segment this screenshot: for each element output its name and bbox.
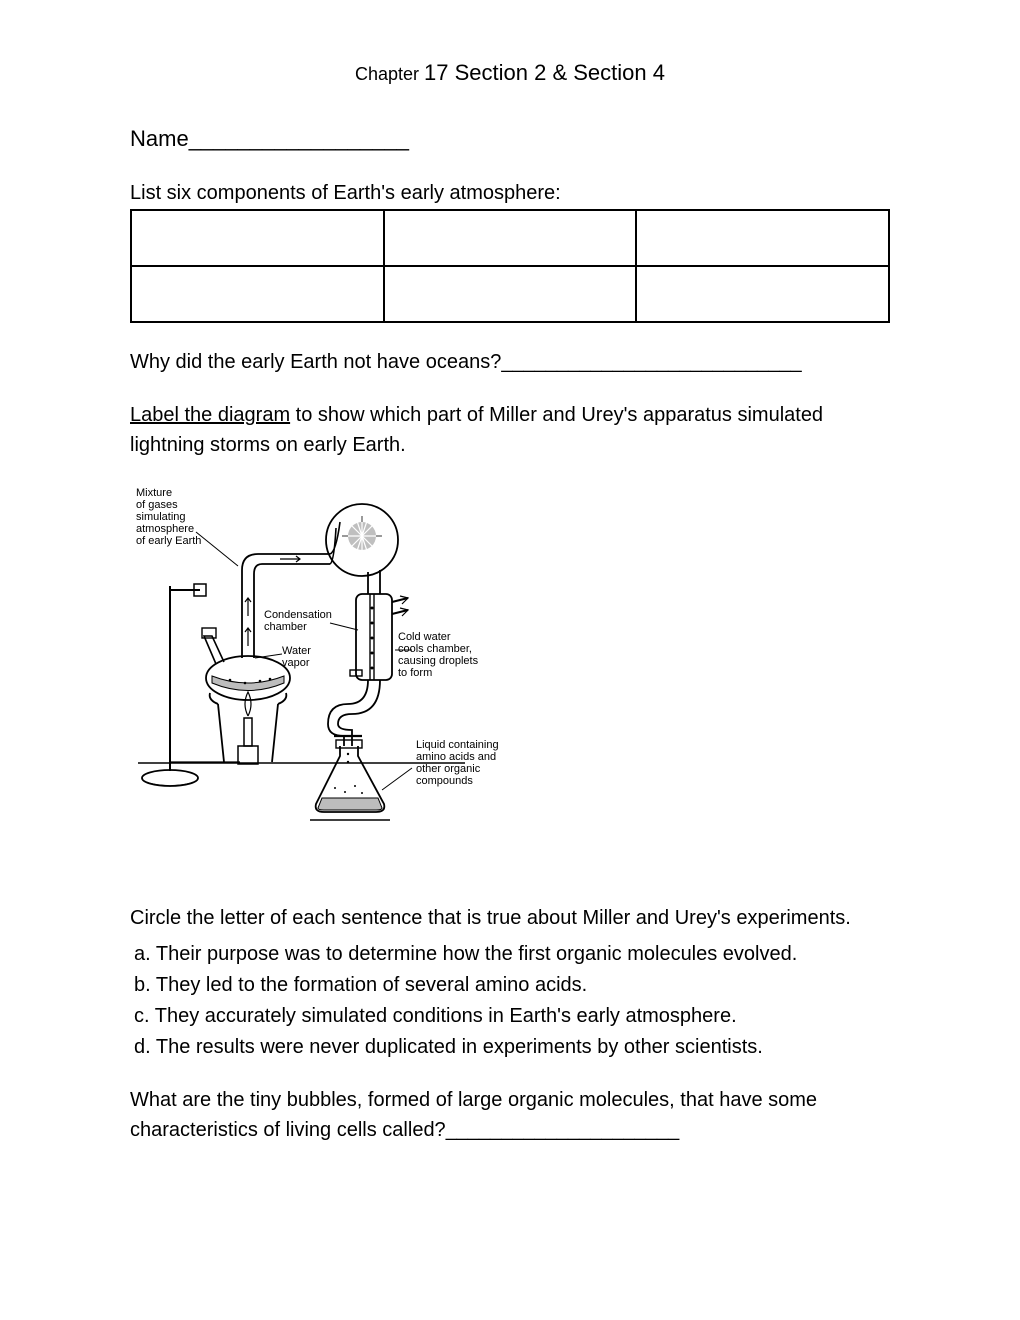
- diagram-label-coldwater-l3: causing droplets: [398, 655, 479, 667]
- mc-option-c[interactable]: c. They accurately simulated conditions …: [134, 1001, 890, 1032]
- table-cell[interactable]: [384, 210, 637, 266]
- final-q-blank[interactable]: _____________________: [446, 1119, 680, 1141]
- name-blank: __________________: [189, 126, 409, 151]
- q2-oceans: Why did the early Earth not have oceans?…: [130, 351, 890, 374]
- diagram-label-mixture-l1: Mixture: [136, 487, 172, 499]
- diagram-label-coldwater-l1: Cold water: [398, 631, 451, 643]
- diagram-label-mixture-l2: of gases: [136, 499, 178, 511]
- diagram-label-liquid-l2: amino acids and: [416, 751, 496, 763]
- label-instruction: Label the diagram to show which part of …: [130, 400, 890, 460]
- diagram-label-vapor-l2: vapor: [282, 657, 310, 669]
- mc-option-b[interactable]: b. They led to the formation of several …: [134, 970, 890, 1001]
- table-cell[interactable]: [636, 266, 889, 322]
- name-label: Name: [130, 126, 189, 151]
- label-instr-underlined: Label the diagram: [130, 404, 290, 426]
- final-question: What are the tiny bubbles, formed of lar…: [130, 1085, 890, 1145]
- title-main: 17 Section 2 & Section 4: [424, 60, 665, 85]
- mc-prompt: Circle the letter of each sentence that …: [130, 903, 890, 933]
- diagram-label-vapor-l1: Water: [282, 645, 311, 657]
- apparatus-svg: Mixture of gases simulating atmosphere o…: [130, 478, 530, 848]
- title-prefix: Chapter: [355, 64, 424, 84]
- table-row: [131, 266, 889, 322]
- table-cell[interactable]: [384, 266, 637, 322]
- table-row: [131, 210, 889, 266]
- components-table: [130, 209, 890, 323]
- table-cell[interactable]: [636, 210, 889, 266]
- page-title: Chapter 17 Section 2 & Section 4: [130, 60, 890, 86]
- diagram-label-mixture-l3: simulating: [136, 511, 186, 523]
- mc-option-a[interactable]: a. Their purpose was to determine how th…: [134, 939, 890, 970]
- q2-blank[interactable]: ___________________________: [501, 351, 801, 373]
- diagram-label-liquid-l3: other organic: [416, 763, 481, 775]
- diagram-label-mixture-l4: atmosphere: [136, 523, 194, 535]
- mc-option-d[interactable]: d. The results were never duplicated in …: [134, 1032, 890, 1063]
- table-cell[interactable]: [131, 210, 384, 266]
- miller-urey-diagram: Mixture of gases simulating atmosphere o…: [130, 478, 890, 853]
- q1-prompt: List six components of Earth's early atm…: [130, 182, 890, 205]
- diagram-label-condensation-l2: chamber: [264, 621, 307, 633]
- diagram-label-coldwater-l2: cools chamber,: [398, 643, 472, 655]
- diagram-label-mixture-l5: of early Earth: [136, 535, 201, 547]
- q2-text: Why did the early Earth not have oceans?: [130, 351, 501, 373]
- diagram-label-liquid-l4: compounds: [416, 775, 473, 787]
- table-cell[interactable]: [131, 266, 384, 322]
- diagram-label-condensation-l1: Condensation: [264, 609, 332, 621]
- worksheet-page: Chapter 17 Section 2 & Section 4 Name___…: [0, 0, 1020, 1205]
- diagram-label-liquid-l1: Liquid containing: [416, 739, 499, 751]
- diagram-label-coldwater-l4: to form: [398, 667, 432, 679]
- name-field[interactable]: Name__________________: [130, 126, 890, 152]
